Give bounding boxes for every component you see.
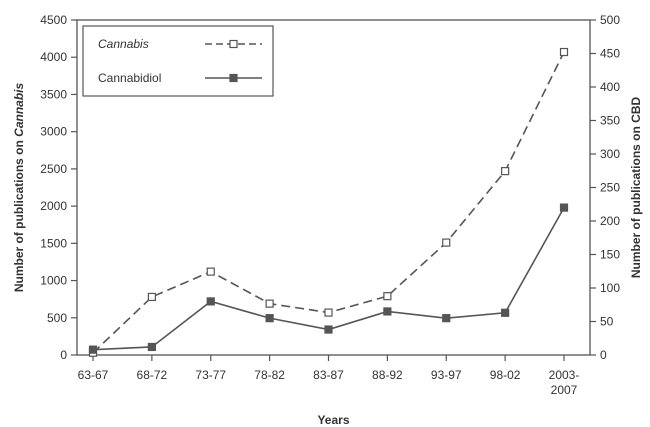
x-tick-label: 78-82 [254, 368, 285, 382]
legend-box [82, 25, 274, 97]
y-right-tick-label: 200 [600, 214, 620, 228]
x-tick-label: 73-77 [195, 368, 226, 382]
data-point-cannabidiol [265, 314, 274, 323]
x-tick-label: 63-67 [78, 368, 109, 382]
x-tick-label: 68-72 [137, 368, 168, 382]
data-point-cannabis [501, 167, 510, 176]
data-point-cannabidiol [501, 308, 510, 317]
y-left-tick-label: 1500 [40, 236, 67, 250]
data-point-cannabis [559, 47, 569, 57]
y-left-axis-title: Number of publications on Cannabis [12, 82, 26, 292]
y-right-tick-label: 500 [600, 13, 620, 27]
y-left-tick-label: 2500 [40, 162, 67, 176]
data-point-cannabidiol [88, 345, 98, 354]
data-point-cannabidiol [383, 307, 392, 316]
legend-label-cannabis: Cannabis [98, 37, 149, 51]
legend-label-cannabidiol: Cannabidiol [98, 71, 161, 85]
y-right-tick-label: 100 [600, 281, 620, 295]
data-point-cannabidiol [442, 314, 451, 323]
y-left-axis-title-italic: Cannabis [12, 82, 26, 136]
x-tick-label: 98-02 [490, 368, 521, 382]
y-right-tick-label: 50 [600, 315, 614, 329]
legend: Cannabis Cannabidiol [82, 25, 274, 97]
x-tick-label: 2003-2007 [549, 368, 580, 397]
data-point-cannabis [442, 238, 451, 247]
x-tick-label: 88-92 [372, 368, 403, 382]
data-point-cannabis [383, 292, 392, 301]
y-left-tick-label: 4500 [40, 13, 67, 27]
y-right-tick-label: 150 [600, 248, 620, 262]
legend-marker-cannabis [229, 39, 238, 49]
data-point-cannabis [324, 308, 333, 317]
data-point-cannabis [265, 299, 274, 308]
y-left-axis-title-text: Number of publications on [12, 137, 26, 292]
x-tick-label: 83-87 [313, 368, 344, 382]
x-tick-label: 93-97 [431, 368, 462, 382]
y-left-tick-label: 500 [47, 311, 67, 325]
y-left-tick-label: 3500 [40, 87, 67, 101]
data-point-cannabidiol [147, 342, 156, 352]
data-point-cannabis [206, 267, 215, 276]
y-left-tick-label: 2000 [40, 199, 67, 213]
y-right-tick-label: 250 [600, 181, 620, 195]
y-left-tick-label: 0 [60, 348, 67, 362]
y-right-tick-label: 300 [600, 147, 620, 161]
y-right-tick-label: 0 [600, 348, 607, 362]
data-point-cannabidiol [324, 325, 333, 334]
y-right-tick-label: 350 [600, 114, 620, 128]
y-right-tick-label: 450 [600, 47, 620, 61]
y-left-tick-label: 4000 [40, 50, 67, 64]
data-point-cannabidiol [206, 297, 215, 306]
x-axis-title: Years [317, 413, 349, 427]
y-right-tick-label: 400 [600, 80, 620, 94]
legend-marker-cannabidiol [229, 73, 238, 83]
y-left-tick-label: 1000 [40, 274, 67, 288]
data-point-cannabidiol [559, 203, 569, 212]
y-left-tick-label: 3000 [40, 125, 67, 139]
series-line-cannabis [92, 51, 565, 354]
data-point-cannabis [147, 292, 156, 302]
y-right-axis-title: Number of publications on CBD [629, 97, 643, 279]
